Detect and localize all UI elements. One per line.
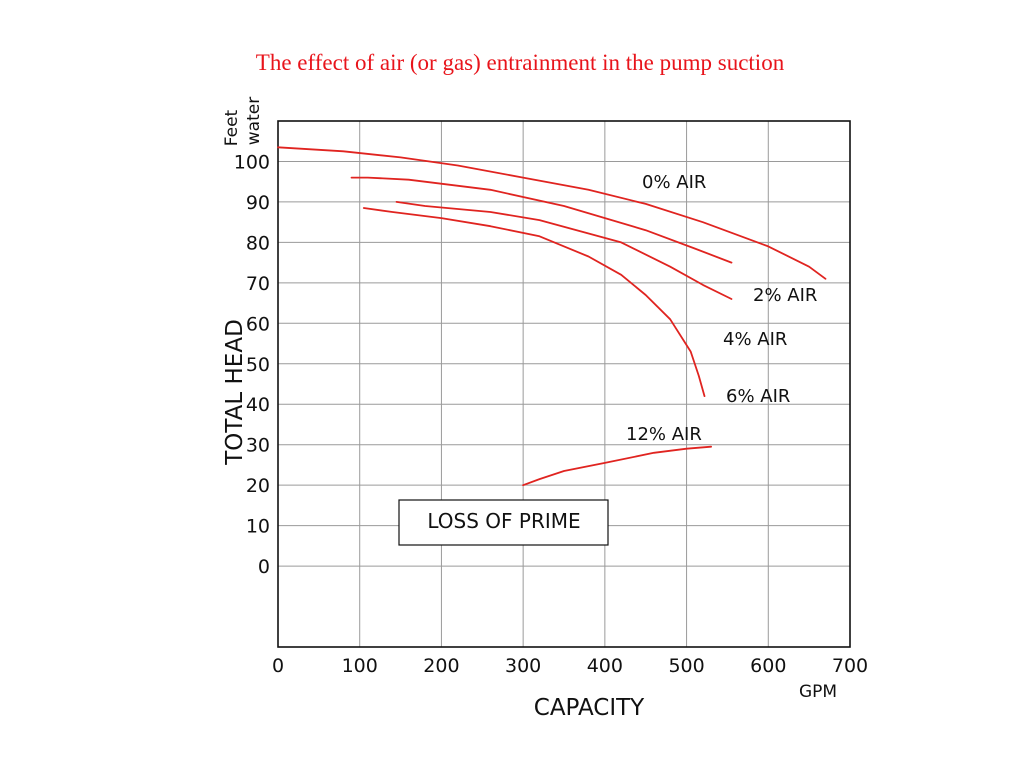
- x-tick-label: 0: [272, 655, 284, 677]
- y-tick-label: 40: [246, 394, 270, 416]
- loss-of-prime-box: LOSS OF PRIME: [398, 499, 609, 546]
- x-tick-label: 600: [750, 655, 786, 677]
- x-tick-label: 300: [505, 655, 541, 677]
- curve-2-air: [350, 176, 733, 264]
- series-label-6-air: 6% AIR: [726, 386, 790, 407]
- series-label-2-air: 2% AIR: [753, 285, 817, 306]
- y-tick-label: 30: [246, 435, 270, 457]
- x-axis-unit: GPM: [799, 682, 837, 702]
- y-tick-label: 50: [246, 354, 270, 376]
- y-tick-label: 20: [246, 475, 270, 497]
- series-labels: 0% AIR 2% AIR 4% AIR 6% AIR 12% AIR: [626, 172, 817, 445]
- slide-title: The effect of air (or gas) entrainment i…: [255, 50, 785, 75]
- y-tick-label: 70: [246, 273, 270, 295]
- curve-0-air: [277, 146, 827, 280]
- series-label-0-air: 0% AIR: [642, 172, 706, 193]
- x-tick-label: 100: [342, 655, 378, 677]
- x-axis-title: CAPACITY: [534, 695, 645, 721]
- y-tick-label: 0: [258, 556, 270, 578]
- loss-of-prime-label: LOSS OF PRIME: [427, 509, 580, 533]
- y-axis-title: TOTAL HEAD: [222, 319, 248, 466]
- series-label-4-air: 4% AIR: [723, 329, 787, 350]
- y-tick-label: 90: [246, 192, 270, 214]
- x-tick-label: 500: [668, 655, 704, 677]
- curve-6-air: [362, 207, 706, 397]
- y-axis-unit-line1: Feet: [222, 109, 242, 146]
- curve-12-air: [522, 445, 712, 487]
- y-tick-label: 100: [234, 151, 270, 173]
- x-tick-label: 400: [587, 655, 623, 677]
- grid-lines: [278, 121, 850, 647]
- y-tick-label: 60: [246, 313, 270, 335]
- x-tick-labels: 0 100 200 300 400 500 600 700: [272, 655, 868, 677]
- x-tick-label: 700: [832, 655, 868, 677]
- y-axis-unit-line2: water: [244, 97, 264, 145]
- plot-frame: [277, 120, 851, 648]
- curves: [277, 146, 827, 487]
- series-label-12-air: 12% AIR: [626, 424, 702, 445]
- y-tick-label: 80: [246, 232, 270, 254]
- curve-4-air: [395, 201, 733, 300]
- y-tick-labels: 0 10 20 30 40 50 60 70 80 90 100: [234, 151, 270, 578]
- y-tick-label: 10: [246, 516, 270, 538]
- x-tick-label: 200: [423, 655, 459, 677]
